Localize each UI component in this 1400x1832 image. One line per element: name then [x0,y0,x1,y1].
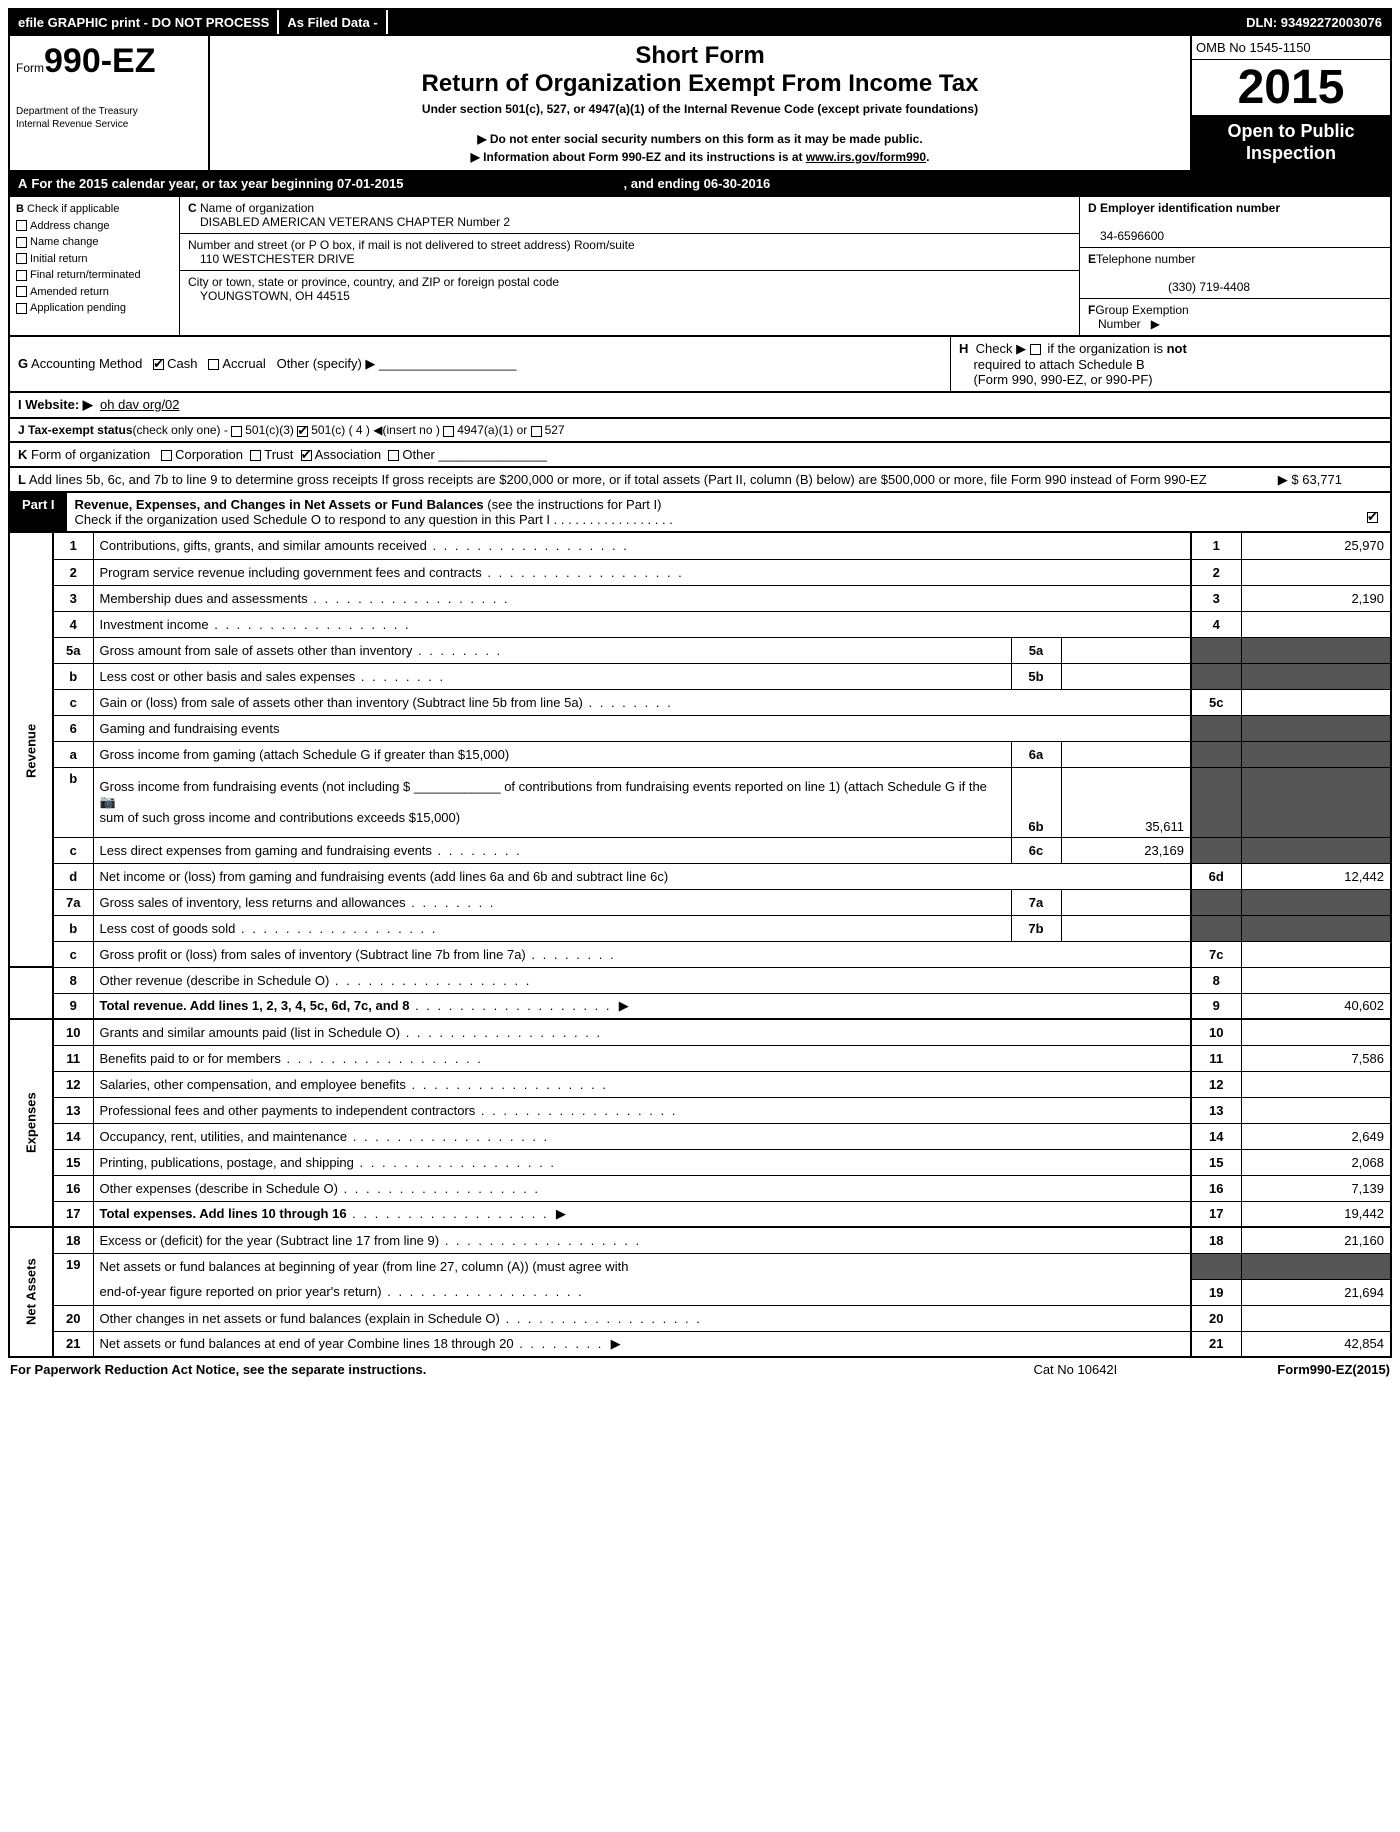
subline: Under section 501(c), 527, or 4947(a)(1)… [218,102,1182,116]
checkbox-4947[interactable] [443,426,454,437]
line-5c: c Gain or (loss) from sale of assets oth… [9,689,1391,715]
line-6a: a Gross income from gaming (attach Sched… [9,741,1391,767]
line-12: 12 Salaries, other compensation, and emp… [9,1071,1391,1097]
col-b: B Check if applicable Address change Nam… [10,197,180,335]
row-g-h: G Accounting Method Cash Accrual Other (… [8,337,1392,393]
line-13: 13 Professional fees and other payments … [9,1097,1391,1123]
line-9: 9 Total revenue. Add lines 1, 2, 3, 4, 5… [9,993,1391,1019]
checkbox-527[interactable] [531,426,542,437]
department: Department of the Treasury Internal Reve… [16,105,202,131]
line-3: 3 Membership dues and assessments 3 2,19… [9,585,1391,611]
checkbox-association[interactable] [301,450,312,461]
header-bullets: Do not enter social security numbers on … [218,130,1182,166]
checkbox-other-org[interactable] [388,450,399,461]
part-1-label: Part I [10,493,67,531]
line-19b: end-of-year figure reported on prior yea… [9,1279,1391,1305]
line-6d: d Net income or (loss) from gaming and f… [9,863,1391,889]
ein-cell: D Employer identification number 34-6596… [1080,197,1390,248]
part-1-table: Revenue 1 Contributions, gifts, grants, … [8,533,1392,1358]
gross-receipts-amount: ▶ $ 63,771 [1278,472,1342,488]
line-21: 21 Net assets or fund balances at end of… [9,1331,1391,1357]
line-17: 17 Total expenses. Add lines 10 through … [9,1201,1391,1227]
checkbox-trust[interactable] [250,450,261,461]
org-name-cell: C Name of organization DISABLED AMERICAN… [180,197,1079,234]
inspection-badge: Open to Public Inspection [1192,115,1390,170]
omb-number: OMB No 1545-1150 [1192,36,1390,60]
group-exemption-cell: FGroup Exemption Number ▶ [1080,299,1390,335]
page-footer: For Paperwork Reduction Act Notice, see … [8,1358,1392,1381]
form-header: Form990-EZ Department of the Treasury In… [8,36,1392,172]
checkbox-cash[interactable] [153,359,164,370]
asfiled-label: As Filed Data - [279,10,387,34]
checkbox-501c[interactable] [297,426,308,437]
row-a: A For the 2015 calendar year, or tax yea… [8,172,1392,197]
checkbox-corporation[interactable] [161,450,172,461]
line-7b: b Less cost of goods sold 7b [9,915,1391,941]
line-6c: c Less direct expenses from gaming and f… [9,837,1391,863]
checkbox-final-return[interactable] [16,270,27,281]
phone-cell: ETelephone number (330) 719-4408 [1080,248,1390,299]
line-8: 8 Other revenue (describe in Schedule O)… [9,967,1391,993]
line-7c: c Gross profit or (loss) from sales of i… [9,941,1391,967]
row-g: G Accounting Method Cash Accrual Other (… [10,337,950,391]
part-1-title: Revenue, Expenses, and Changes in Net As… [67,493,1390,531]
paperwork-notice: For Paperwork Reduction Act Notice, see … [10,1362,426,1377]
short-form-title: Short Form [218,42,1182,70]
checkbox-501c3[interactable] [231,426,242,437]
line-2: 2 Program service revenue including gove… [9,559,1391,585]
row-h: H Check ▶ if the organization is not req… [950,337,1390,391]
row-k: K Form of organization Corporation Trust… [8,443,1392,468]
row-l: L Add lines 5b, 6c, and 7b to line 9 to … [8,468,1392,493]
header-middle: Short Form Return of Organization Exempt… [210,36,1190,170]
line-19a: 19 Net assets or fund balances at beginn… [9,1253,1391,1279]
checkbox-schedule-o-part1[interactable] [1367,512,1378,523]
line-4: 4 Investment income 4 [9,611,1391,637]
line-20: 20 Other changes in net assets or fund b… [9,1305,1391,1331]
row-j: J Tax-exempt status(check only one) - 50… [8,419,1392,443]
line-10: Expenses 10 Grants and similar amounts p… [9,1019,1391,1045]
checkbox-address-change[interactable] [16,220,27,231]
netassets-side-label: Net Assets [9,1227,53,1357]
info-grid: B Check if applicable Address change Nam… [8,197,1392,337]
line-6b: b Gross income from fundraising events (… [9,767,1391,837]
checkbox-schedule-b[interactable] [1030,344,1041,355]
part-1-header: Part I Revenue, Expenses, and Changes in… [8,493,1392,533]
header-left: Form990-EZ Department of the Treasury In… [10,36,210,170]
checkbox-initial-return[interactable] [16,253,27,264]
line-18: Net Assets 18 Excess or (deficit) for th… [9,1227,1391,1253]
line-5b: b Less cost or other basis and sales exp… [9,663,1391,689]
checkbox-amended[interactable] [16,286,27,297]
website-value: oh dav org/02 [100,397,180,412]
row-i: I Website: ▶ oh dav org/02 [8,393,1392,419]
line-16: 16 Other expenses (describe in Schedule … [9,1175,1391,1201]
line-6: 6 Gaming and fundraising events [9,715,1391,741]
line-14: 14 Occupancy, rent, utilities, and maint… [9,1123,1391,1149]
checkbox-application-pending[interactable] [16,303,27,314]
checkbox-name-change[interactable] [16,237,27,248]
line-5a: 5a Gross amount from sale of assets othe… [9,637,1391,663]
tax-year: 2015 [1192,60,1390,115]
main-title: Return of Organization Exempt From Incom… [218,70,1182,98]
line-1: Revenue 1 Contributions, gifts, grants, … [9,533,1391,559]
cat-no: Cat No 10642I [1033,1362,1117,1377]
col-c: C Name of organization DISABLED AMERICAN… [180,197,1080,335]
top-bar: efile GRAPHIC print - DO NOT PROCESS As … [8,8,1392,36]
efile-label: efile GRAPHIC print - DO NOT PROCESS [10,10,279,34]
city-cell: City or town, state or province, country… [180,271,1079,335]
form-number: Form990-EZ [16,42,202,81]
revenue-side-label: Revenue [9,533,53,967]
irs-link[interactable]: www.irs.gov/form990 [806,150,926,164]
street-cell: Number and street (or P O box, if mail i… [180,234,1079,271]
dln: DLN: 93492272003076 [1238,10,1390,34]
line-7a: 7a Gross sales of inventory, less return… [9,889,1391,915]
checkbox-accrual[interactable] [208,359,219,370]
line-15: 15 Printing, publications, postage, and … [9,1149,1391,1175]
form-ref: Form990-EZ(2015) [1277,1362,1390,1377]
expenses-side-label: Expenses [9,1019,53,1227]
line-11: 11 Benefits paid to or for members 11 7,… [9,1045,1391,1071]
header-right: OMB No 1545-1150 2015 Open to Public Ins… [1190,36,1390,170]
arrow-icon [471,150,484,164]
col-d: D Employer identification number 34-6596… [1080,197,1390,335]
arrow-icon [477,132,490,146]
